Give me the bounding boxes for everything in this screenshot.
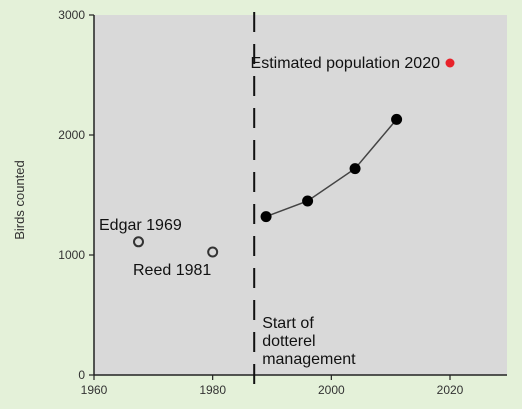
x-ticks: 1960 1980 2000 2020 [81,375,464,397]
y-tick-label-2000: 2000 [58,128,85,142]
historic-label-reed: Reed 1981 [133,262,211,279]
plot-area [94,15,507,375]
x-tick-label-2020: 2020 [437,383,464,397]
historic-point-1 [207,246,219,258]
x-tick-label-1960: 1960 [81,383,108,397]
historic-points [133,236,219,258]
y-ticks: 0 1000 2000 3000 [58,8,94,382]
y-tick-label-0: 0 [78,368,85,382]
series-points [260,113,403,223]
management-start-label-line-3: management [262,351,356,368]
estimate-label: Estimated population 2020 [251,55,441,72]
series-point-1996 [302,195,314,207]
series-line [265,118,398,218]
y-tick-label-1000: 1000 [58,248,85,262]
historic-point-0 [133,236,144,248]
management-start-label: Start of dotterel management [262,315,356,368]
management-start-label-line-1: Start of [262,315,314,332]
x-tick-label-1980: 1980 [199,383,226,397]
y-axis-label: Birds counted [12,160,27,240]
historic-label-edgar: Edgar 1969 [99,217,182,234]
management-start-label-line-2: dotterel [262,333,315,350]
estimate-point [445,58,455,68]
x-tick-label-2000: 2000 [318,383,345,397]
series-point-2004 [349,163,361,175]
series-point-2011 [391,113,403,125]
series-point-1989 [260,211,272,223]
y-tick-label-3000: 3000 [58,8,85,22]
